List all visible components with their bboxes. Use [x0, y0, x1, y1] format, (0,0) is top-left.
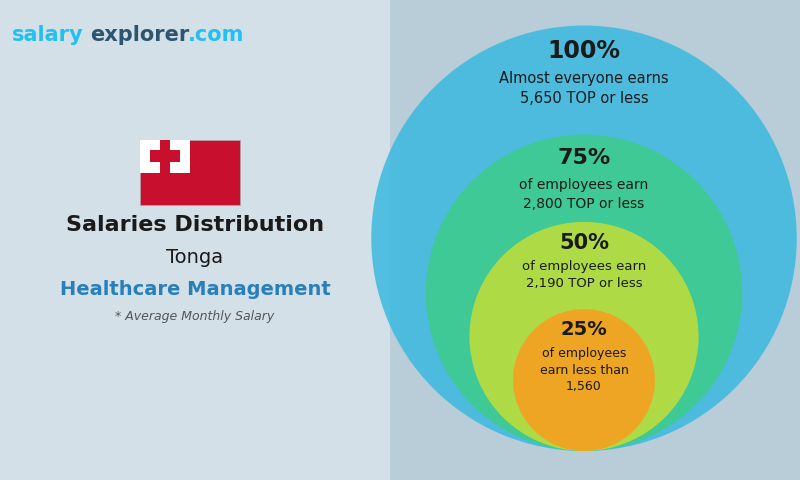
Bar [0, 96, 400, 120]
Bar [0, 456, 400, 480]
Text: Healthcare Management: Healthcare Management [60, 280, 330, 299]
Circle shape [513, 309, 655, 451]
Text: salary: salary [12, 25, 84, 45]
Bar [0, 72, 400, 96]
Bar [0, 288, 400, 312]
Text: 100%: 100% [547, 38, 621, 62]
Text: Tonga: Tonga [166, 248, 223, 267]
Bar [0, 384, 400, 408]
Bar [0, 336, 400, 360]
Text: 75%: 75% [558, 148, 610, 168]
Circle shape [371, 25, 797, 451]
Text: 25%: 25% [561, 320, 607, 339]
Text: 50%: 50% [559, 233, 609, 253]
Bar [0, 24, 400, 48]
Text: Salaries Distribution: Salaries Distribution [66, 215, 324, 235]
Circle shape [470, 222, 698, 451]
Text: Almost everyone earns
5,650 TOP or less: Almost everyone earns 5,650 TOP or less [499, 72, 669, 106]
Bar [0, 408, 400, 432]
Bar [140, 140, 240, 205]
Bar [0, 144, 400, 168]
Bar [150, 150, 180, 162]
Text: of employees earn
2,190 TOP or less: of employees earn 2,190 TOP or less [522, 260, 646, 290]
Bar [0, 360, 400, 384]
Bar [0, 240, 400, 264]
Bar [0, 432, 400, 456]
Text: of employees earn
2,800 TOP or less: of employees earn 2,800 TOP or less [519, 178, 649, 211]
Bar [0, 168, 400, 192]
Text: of employees
earn less than
1,560: of employees earn less than 1,560 [539, 348, 629, 393]
Bar [160, 140, 170, 172]
Bar [0, 216, 400, 240]
Bar [0, 264, 400, 288]
Text: explorer: explorer [90, 25, 190, 45]
Bar [0, 192, 400, 216]
Text: * Average Monthly Salary: * Average Monthly Salary [115, 310, 274, 323]
Text: .com: .com [188, 25, 244, 45]
Bar [0, 48, 400, 72]
Bar [0, 0, 390, 480]
Bar [0, 0, 400, 24]
Circle shape [426, 134, 742, 451]
Bar [0, 312, 400, 336]
Bar [140, 140, 190, 172]
Bar [0, 120, 400, 144]
